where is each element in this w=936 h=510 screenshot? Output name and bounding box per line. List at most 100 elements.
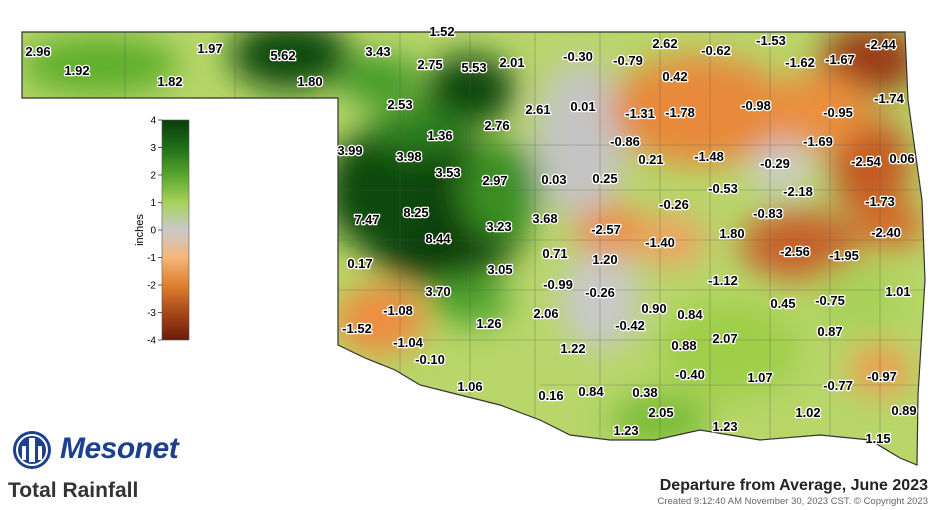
colorbar-tick-label: 4 — [150, 116, 156, 127]
station-value: -0.79 — [613, 53, 643, 68]
station-value: 0.38 — [632, 385, 657, 400]
station-value: 2.61 — [525, 102, 550, 117]
county-lines — [124, 32, 925, 445]
station-value: -2.18 — [783, 184, 813, 199]
mesonet-logo — [13, 431, 51, 469]
station-value: 1.23 — [712, 419, 737, 434]
station-value: -0.99 — [543, 277, 573, 292]
station-value: -1.31 — [625, 106, 655, 121]
map-subtitle: Total Rainfall — [8, 479, 139, 502]
colorbar: inches 4 3 2 1 0 -1 -2 -3 -4 — [134, 116, 190, 347]
station-value: -0.26 — [659, 197, 689, 212]
station-value: 2.62 — [652, 36, 677, 51]
station-value: 0.87 — [817, 324, 842, 339]
station-value: -2.40 — [871, 225, 901, 240]
colorbar-tick-label: -3 — [147, 308, 156, 319]
station-value: 1.22 — [560, 341, 585, 356]
station-value: 2.96 — [25, 44, 50, 59]
station-value: 1.52 — [429, 24, 454, 39]
station-value: 0.21 — [638, 152, 663, 167]
station-value: 3.99 — [337, 143, 362, 158]
station-value: 0.71 — [542, 246, 567, 261]
station-value: 1.01 — [885, 284, 910, 299]
station-value: 0.90 — [641, 301, 666, 316]
station-value: 0.01 — [570, 99, 595, 114]
station-value: 3.53 — [435, 165, 460, 180]
station-value: -2.57 — [591, 222, 621, 237]
station-value: -0.29 — [760, 156, 790, 171]
station-value: -1.08 — [383, 303, 413, 318]
station-value: 0.03 — [541, 172, 566, 187]
station-value: 3.70 — [425, 284, 450, 299]
station-value: -0.95 — [823, 105, 853, 120]
station-value: 7.47 — [354, 212, 379, 227]
state-outline — [21, 31, 926, 466]
colorbar-tick-label: -4 — [147, 336, 156, 347]
station-labels: 2.96 1.92 1.97 1.82 5.62 1.80 3.43 1.52 … — [24, 23, 918, 448]
station-value: 8.44 — [425, 231, 451, 246]
station-value: 1.06 — [457, 379, 482, 394]
station-value: -1.78 — [665, 105, 695, 120]
station-value: 2.05 — [648, 405, 673, 420]
station-value: 2.76 — [484, 118, 509, 133]
station-value: 1.82 — [157, 74, 182, 89]
station-value: 1.02 — [795, 405, 820, 420]
station-value: -0.53 — [708, 181, 738, 196]
station-value: -0.97 — [867, 369, 897, 384]
station-value: -1.53 — [756, 33, 786, 48]
station-value: 1.15 — [865, 431, 890, 446]
station-value: 1.92 — [64, 63, 89, 78]
credit-line: Created 9:12:40 AM November 30, 2023 CST… — [657, 496, 928, 507]
station-value: 0.84 — [677, 307, 703, 322]
colorbar-tick-label: -2 — [147, 281, 156, 292]
station-value: -1.67 — [825, 52, 855, 67]
station-value: 1.23 — [613, 423, 638, 438]
station-value: 3.23 — [486, 219, 511, 234]
station-value: 3.68 — [532, 211, 557, 226]
station-value: 1.07 — [747, 370, 772, 385]
colorbar-gradient — [161, 119, 190, 341]
station-value: -0.75 — [815, 293, 845, 308]
station-value: -2.44 — [866, 37, 896, 52]
station-value: 2.01 — [499, 55, 524, 70]
station-value: -1.73 — [865, 194, 895, 209]
station-value: 2.97 — [482, 173, 507, 188]
colorbar-tick-label: 2 — [150, 171, 156, 182]
station-value: 0.88 — [671, 338, 696, 353]
station-value: -0.42 — [615, 318, 645, 333]
station-value: 8.25 — [403, 205, 428, 220]
station-value: 0.84 — [578, 384, 604, 399]
station-value: 3.98 — [396, 149, 421, 164]
station-value: 1.20 — [592, 252, 617, 267]
colorbar-label: inches — [134, 214, 146, 246]
station-value: -1.12 — [708, 273, 738, 288]
station-value: 2.53 — [387, 97, 412, 112]
station-value: 0.89 — [891, 403, 916, 418]
station-value: 3.43 — [365, 44, 390, 59]
colorbar-tick-label: 1 — [150, 198, 156, 209]
station-value: 1.97 — [197, 41, 222, 56]
station-value: -0.83 — [753, 206, 783, 221]
station-value: -1.95 — [829, 248, 859, 263]
station-value: 0.45 — [770, 296, 795, 311]
map-title: Departure from Average, June 2023 — [659, 477, 928, 494]
station-value: -0.26 — [585, 285, 615, 300]
station-value: -1.04 — [393, 335, 423, 350]
station-value: 0.17 — [347, 256, 372, 271]
colorbar-tick-label: 0 — [150, 226, 156, 237]
colorbar-tick-label: 3 — [150, 143, 156, 154]
station-value: -1.52 — [342, 321, 372, 336]
station-value: -0.98 — [741, 98, 771, 113]
logo-text: Mesonet — [60, 432, 179, 465]
station-value: -1.40 — [645, 235, 675, 250]
station-value: -0.77 — [823, 378, 853, 393]
colorbar-tick-label: -1 — [147, 253, 156, 264]
station-value: 2.75 — [417, 57, 442, 72]
station-value: 1.26 — [476, 316, 501, 331]
station-value: -1.74 — [874, 91, 904, 106]
station-value: -0.10 — [415, 352, 445, 367]
station-value: 1.36 — [427, 128, 452, 143]
station-value: -1.69 — [803, 134, 833, 149]
station-value: -2.54 — [851, 154, 881, 169]
